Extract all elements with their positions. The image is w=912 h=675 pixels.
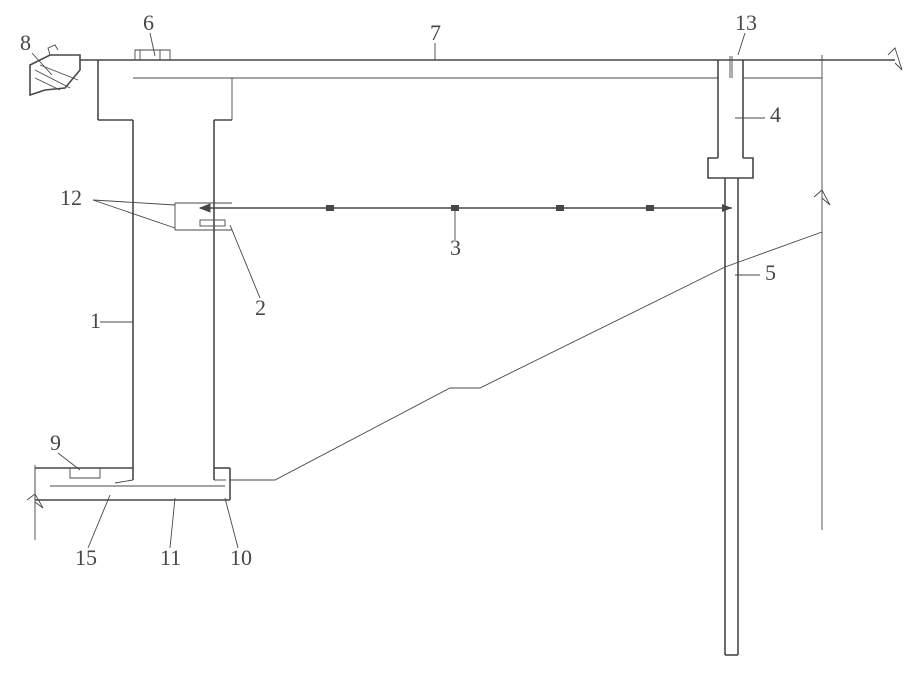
- geometry-layer: [27, 45, 902, 655]
- label-n2: 2: [255, 295, 266, 320]
- leader-n11: [170, 498, 175, 548]
- leader-n2: [230, 225, 260, 298]
- label-n3: 3: [450, 235, 461, 260]
- label-n10: 10: [230, 545, 252, 570]
- label-n9: 9: [50, 430, 61, 455]
- label-n5: 5: [765, 260, 776, 285]
- leader-n15: [88, 495, 110, 548]
- label-n6: 6: [143, 10, 154, 35]
- label-n4: 4: [770, 102, 781, 127]
- engineering-diagram: 1234567891011121315: [0, 0, 912, 675]
- label-n1: 1: [90, 308, 101, 333]
- label-n8: 8: [20, 30, 31, 55]
- leader-n10: [225, 498, 238, 548]
- leader-n13: [738, 33, 745, 55]
- leader-n6: [150, 33, 155, 56]
- label-n15: 15: [75, 545, 97, 570]
- label-n7: 7: [430, 20, 441, 45]
- leader-lines: [32, 33, 765, 548]
- label-n12: 12: [60, 185, 82, 210]
- label-n11: 11: [160, 545, 181, 570]
- label-n13: 13: [735, 10, 757, 35]
